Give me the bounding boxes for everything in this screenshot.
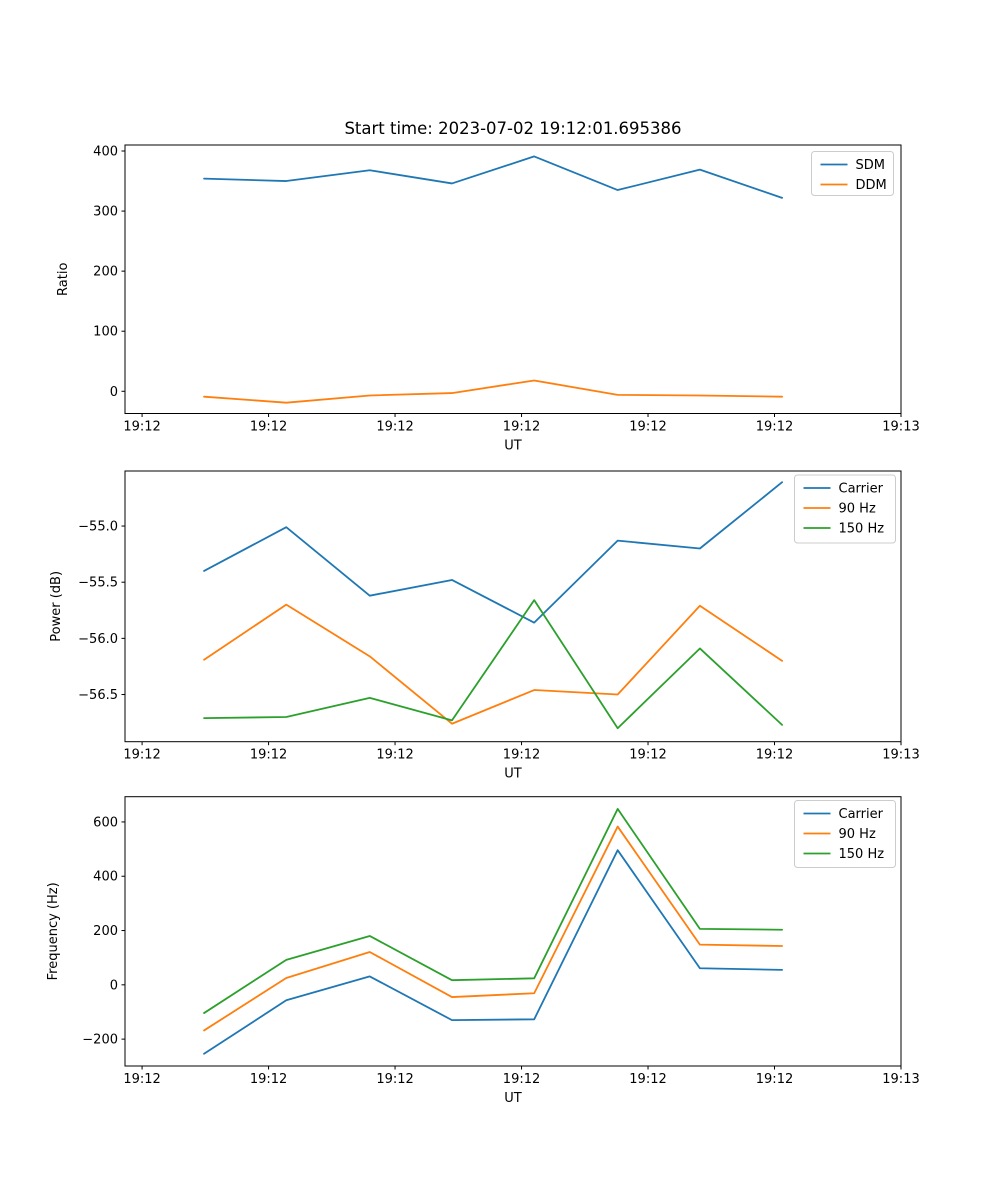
subplot-ratio: 19:12 19:12 19:12 19:12 19:12 19:12 19:13 400 30… <box>56 144 920 454</box>
y-tick-label: 0 <box>110 978 118 993</box>
y-axis-label: Frequency (Hz) <box>46 882 61 980</box>
legend-label-90-hz: 90 Hz <box>839 502 876 517</box>
x-tick-label: 19:12 <box>756 748 793 763</box>
legend-label-carrier: Carrier <box>839 482 884 497</box>
y-tick-label: −200 <box>82 1033 118 1048</box>
x-tick-label: 19:12 <box>250 420 287 435</box>
x-axis-label: UT <box>504 439 522 454</box>
legend-box <box>794 474 896 544</box>
y-tick-label: −56.0 <box>78 632 118 647</box>
legend-label-150-hz: 150 Hz <box>839 522 885 537</box>
y-tick-label: 400 <box>93 145 118 160</box>
x-tick-label: 19:12 <box>503 748 540 763</box>
x-tick-label: 19:13 <box>882 748 919 763</box>
x-tick-label: 19:12 <box>756 420 793 435</box>
series-line-ddm <box>203 379 783 404</box>
legend-label-carrier: Carrier <box>839 807 884 822</box>
y-tick-label: 400 <box>93 870 118 885</box>
x-tick-label: 19:12 <box>376 748 413 763</box>
y-tick-label: 300 <box>93 205 118 220</box>
x-tick-label: 19:13 <box>882 420 919 435</box>
legend-label-ddm: DDM <box>856 178 887 193</box>
legend: Carrier 90 Hz 150 Hz <box>794 474 896 544</box>
y-tick-label: 200 <box>93 924 118 939</box>
x-tick-label: 19:12 <box>756 1072 793 1087</box>
x-tick-label: 19:12 <box>123 420 160 435</box>
y-tick-label: 0 <box>110 385 118 400</box>
series-line-90-hz <box>203 825 783 1032</box>
x-axis-label: UT <box>504 1091 522 1106</box>
x-tick-label: 19:12 <box>123 748 160 763</box>
axes-frame <box>124 144 902 414</box>
x-tick-label: 19:12 <box>503 420 540 435</box>
x-axis-label: UT <box>504 767 522 782</box>
x-tick-label: 19:12 <box>250 1072 287 1087</box>
legend: Carrier 90 Hz 150 Hz <box>794 800 896 868</box>
x-tick-label: 19:12 <box>376 420 413 435</box>
y-tick-label: −55.0 <box>78 520 118 535</box>
x-tick-label: 19:12 <box>376 1072 413 1087</box>
x-tick-label: 19:12 <box>629 1072 666 1087</box>
x-tick-label: 19:13 <box>882 1072 919 1087</box>
legend-label-150-hz: 150 Hz <box>839 847 885 862</box>
x-tick-label: 19:12 <box>629 748 666 763</box>
legend: SDM DDM <box>811 151 894 196</box>
y-tick-label: 100 <box>93 325 118 340</box>
x-tick-label: 19:12 <box>123 1072 160 1087</box>
legend-label-sdm: SDM <box>856 158 885 173</box>
x-tick-label: 19:12 <box>503 1072 540 1087</box>
series-line-carrier <box>203 849 783 1055</box>
legend-label-90-hz: 90 Hz <box>839 827 876 842</box>
series-line-150-hz <box>203 808 783 1014</box>
axes-frame <box>124 470 902 743</box>
figure-title: Start time: 2023-07-02 19:12:01.695386 <box>344 119 682 138</box>
series-line-sdm <box>203 155 783 199</box>
x-tick-label: 19:12 <box>629 420 666 435</box>
series-line-150-hz <box>203 599 783 730</box>
subplot-frequency-hz: 19:12 19:12 19:12 19:12 19:12 19:12 19:13 600 40… <box>46 796 920 1106</box>
y-axis-label: Ratio <box>56 263 71 296</box>
y-tick-label: 200 <box>93 265 118 280</box>
series-line-carrier <box>203 481 783 624</box>
legend-box <box>794 800 896 868</box>
axes-frame <box>124 796 902 1067</box>
x-tick-label: 19:12 <box>250 748 287 763</box>
series-line-90-hz <box>203 603 783 725</box>
subplot-power-db: 19:12 19:12 19:12 19:12 19:12 19:12 19:13 −55.0… <box>49 470 920 782</box>
y-tick-label: 600 <box>93 815 118 830</box>
y-tick-label: −56.5 <box>78 688 118 703</box>
y-tick-label: −55.5 <box>78 576 118 591</box>
y-axis-label: Power (dB) <box>49 571 64 642</box>
